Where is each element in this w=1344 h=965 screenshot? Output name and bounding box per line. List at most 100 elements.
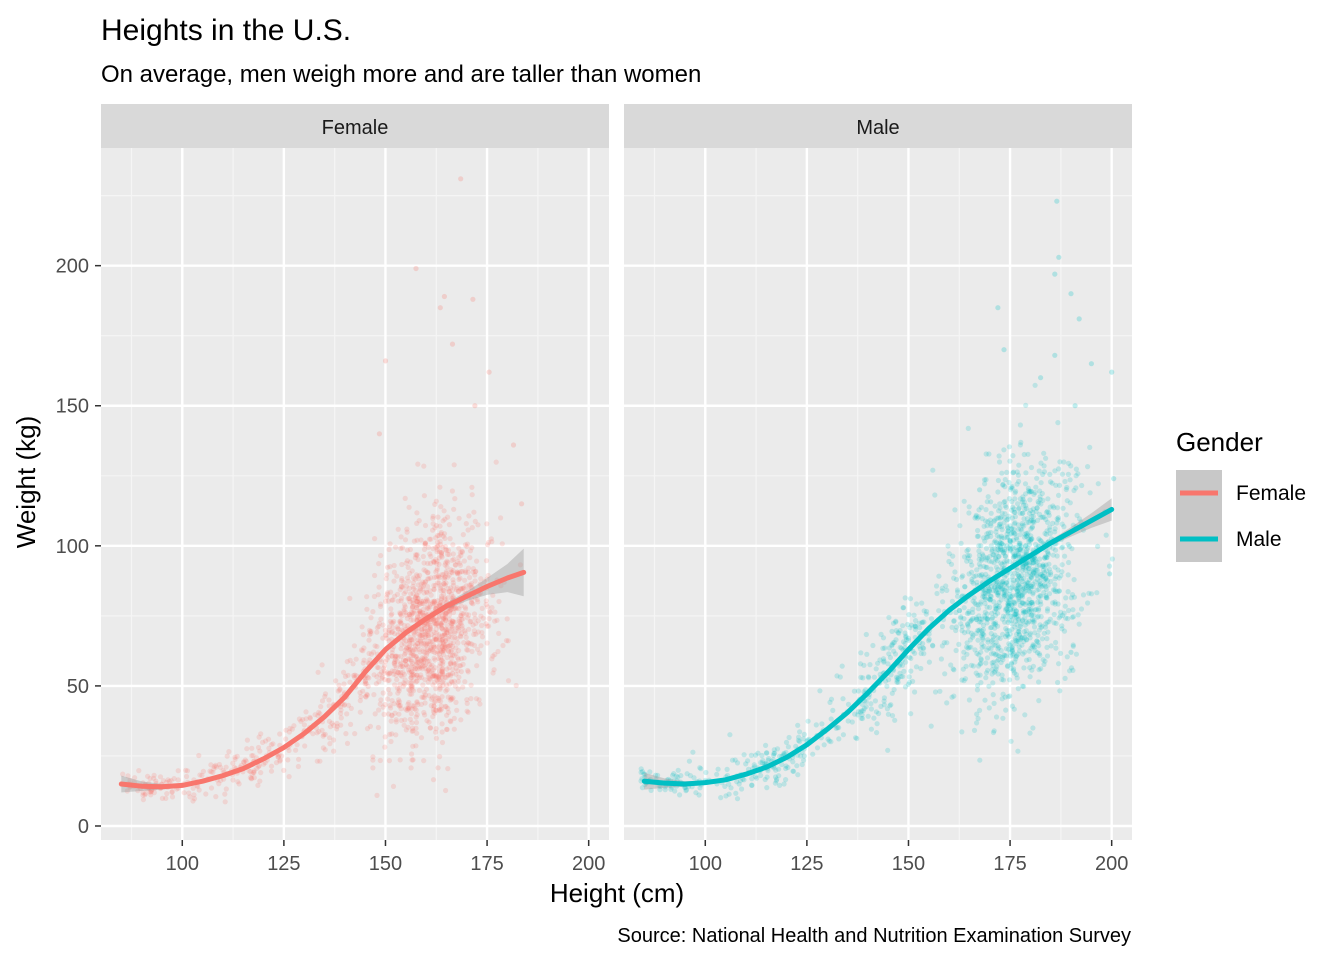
data-point: [296, 716, 302, 722]
data-point: [1053, 573, 1059, 580]
data-point: [425, 560, 431, 567]
data-point: [427, 725, 433, 731]
data-point: [413, 594, 419, 600]
data-point: [1046, 509, 1052, 516]
data-point: [1056, 615, 1062, 621]
data-point: [419, 600, 425, 607]
data-point: [969, 562, 975, 568]
facet-strip-label: Male: [856, 117, 899, 139]
data-point: [939, 623, 946, 630]
data-point: [370, 754, 376, 760]
data-point: [1021, 516, 1027, 522]
data-point: [774, 746, 781, 752]
data-point-outlier: [413, 265, 419, 272]
data-point: [785, 744, 792, 750]
data-point: [961, 605, 967, 611]
data-point: [417, 649, 423, 655]
data-point: [1029, 525, 1035, 531]
data-point: [764, 785, 770, 791]
data-point: [1074, 512, 1080, 519]
data-point: [405, 623, 411, 629]
data-point: [870, 642, 876, 649]
data-point: [895, 679, 901, 685]
data-point: [283, 727, 289, 733]
data-point: [1015, 552, 1021, 558]
data-point: [208, 785, 215, 791]
data-point: [420, 694, 426, 700]
data-point: [973, 514, 979, 520]
data-point: [490, 670, 496, 676]
data-point: [1004, 627, 1010, 634]
data-point: [1059, 471, 1066, 477]
data-point: [435, 573, 441, 579]
data-point: [396, 699, 403, 705]
data-point: [438, 661, 444, 667]
data-point: [978, 656, 984, 662]
data-point: [224, 753, 230, 759]
data-point: [407, 687, 413, 693]
data-point: [683, 787, 690, 793]
data-point: [723, 793, 729, 799]
data-point: [456, 618, 463, 625]
data-point: [422, 579, 429, 585]
data-point: [938, 656, 945, 662]
data-point: [1021, 629, 1027, 635]
data-point: [1007, 588, 1013, 594]
data-point: [441, 642, 447, 648]
data-point: [985, 616, 991, 622]
data-point: [413, 659, 419, 665]
data-point: [961, 554, 968, 560]
data-point: [855, 712, 861, 718]
data-point: [1037, 571, 1043, 577]
data-point: [437, 538, 443, 545]
data-point: [462, 577, 468, 583]
data-point: [445, 643, 451, 650]
data-point: [1008, 487, 1014, 493]
data-point: [326, 703, 332, 709]
data-point: [1029, 571, 1035, 577]
data-point: [673, 773, 679, 779]
data-point: [401, 640, 407, 647]
data-point: [368, 630, 374, 637]
data-point: [639, 785, 646, 791]
data-point: [1027, 630, 1033, 636]
data-point: [456, 588, 462, 594]
data-point: [966, 610, 972, 616]
data-point: [389, 712, 395, 718]
data-point: [1043, 584, 1049, 590]
data-point: [1006, 513, 1012, 519]
data-point: [443, 580, 449, 586]
data-point: [987, 593, 994, 599]
data-point: [1046, 512, 1052, 518]
data-point: [1008, 594, 1014, 600]
data-point: [905, 681, 912, 687]
data-point: [199, 772, 205, 779]
data-point: [421, 758, 427, 764]
data-point: [776, 766, 782, 772]
data-point: [1024, 516, 1030, 522]
data-point: [1036, 582, 1042, 588]
data-point: [1076, 621, 1082, 627]
data-point: [893, 674, 900, 681]
data-point: [1004, 534, 1010, 541]
data-point: [1033, 606, 1039, 613]
data-point: [781, 781, 787, 787]
panel-background: [101, 148, 609, 840]
data-point: [994, 579, 1000, 585]
data-point: [1041, 577, 1047, 583]
data-point: [414, 730, 420, 736]
data-point: [451, 556, 457, 563]
data-point: [181, 790, 187, 796]
data-point: [834, 673, 840, 679]
data-point-outlier: [977, 487, 983, 493]
data-point: [190, 785, 196, 791]
data-point: [418, 537, 424, 543]
data-point: [990, 662, 996, 669]
data-point: [968, 630, 975, 636]
data-point: [416, 589, 422, 595]
data-point: [919, 620, 925, 626]
data-point: [445, 766, 451, 772]
data-point: [998, 659, 1004, 666]
data-point: [406, 680, 412, 686]
data-point: [296, 756, 302, 762]
